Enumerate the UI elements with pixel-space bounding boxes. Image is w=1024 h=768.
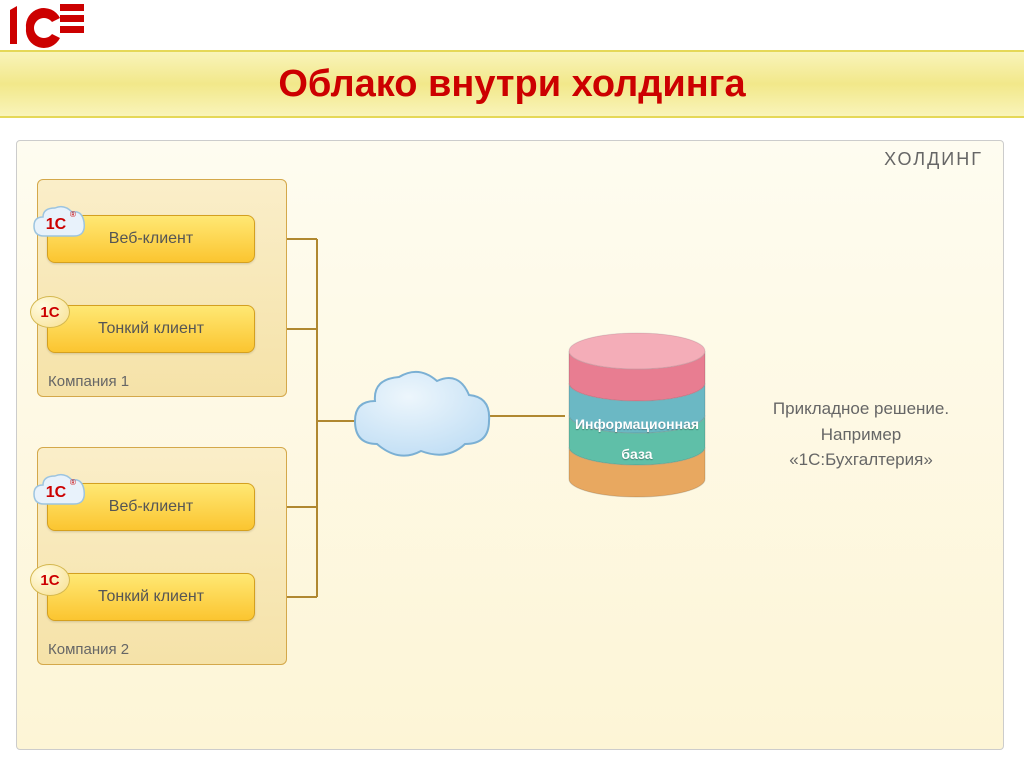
solution-line1: Прикладное решение. (751, 396, 971, 422)
company-label: Компания 2 (48, 641, 129, 658)
cloud-icon (347, 359, 497, 484)
thin-client-box: Тонкий клиент1C (47, 573, 255, 621)
mini-cloud-1c-icon: 1C® (30, 202, 88, 253)
web-client-box: Веб-клиент1C® (47, 483, 255, 531)
client-label: Веб-клиент (109, 230, 193, 248)
web-client-box: Веб-клиент1C® (47, 215, 255, 263)
solution-line3: «1С:Бухгалтерия» (751, 447, 971, 473)
svg-text:1C: 1C (46, 484, 67, 501)
page-title: Облако внутри холдинга (278, 63, 745, 106)
holding-panel: ХОЛДИНГ Компания 1Веб-клиент1C®Тонкий кл… (16, 140, 1004, 750)
solution-line2: Например (751, 422, 971, 448)
svg-text:®: ® (70, 478, 76, 487)
client-label: Тонкий клиент (98, 588, 204, 606)
svg-text:1C: 1C (46, 216, 67, 233)
mini-cloud-1c-icon: 1C® (30, 470, 88, 521)
company-label: Компания 1 (48, 373, 129, 390)
svg-text:база: база (621, 446, 652, 462)
mini-disc-1c-icon: 1C (30, 564, 70, 596)
solution-description: Прикладное решение. Например «1С:Бухгалт… (751, 396, 971, 473)
client-label: Веб-клиент (109, 498, 193, 516)
svg-text:Информационная: Информационная (575, 416, 699, 432)
svg-text:®: ® (70, 210, 76, 219)
thin-client-box: Тонкий клиент1C (47, 305, 255, 353)
title-band: Облако внутри холдинга (0, 50, 1024, 118)
mini-disc-1c-icon: 1C (30, 296, 70, 328)
client-label: Тонкий клиент (98, 320, 204, 338)
database-icon: Информационная база (557, 331, 717, 516)
